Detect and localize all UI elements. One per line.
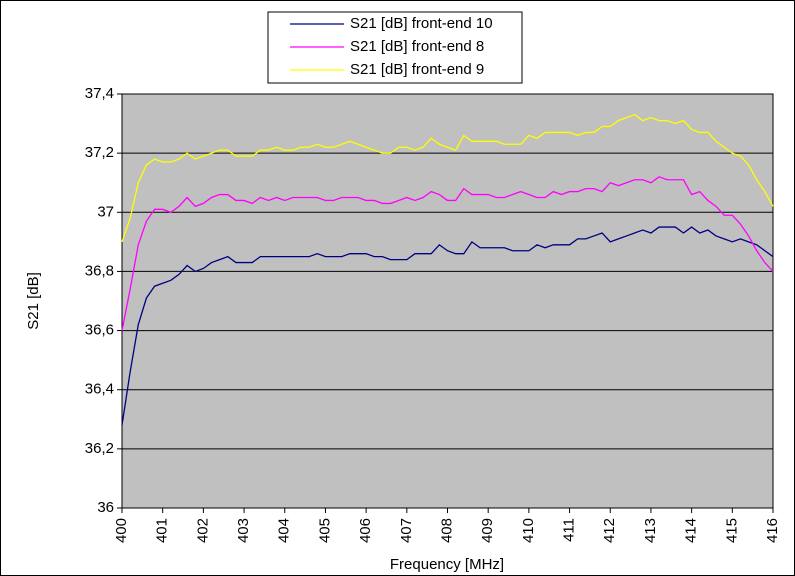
x-tick-label: 403: [235, 518, 252, 543]
y-tick-label: 36: [97, 499, 114, 516]
legend-label: S21 [dB] front-end 8: [350, 38, 484, 55]
x-tick-label: 410: [520, 518, 537, 543]
legend-label: S21 [dB] front-end 9: [350, 61, 484, 78]
series-line: [121, 226, 774, 426]
y-tick-label: 36,6: [85, 322, 114, 339]
x-tick-label: 411: [561, 518, 578, 542]
x-tick-label: 416: [764, 518, 781, 543]
y-axis-label: S21 [dB]: [25, 272, 42, 330]
x-tick-label: 409: [479, 518, 496, 543]
y-tick-label: 36,4: [85, 381, 114, 398]
legend-label: S21 [dB] front-end 10: [350, 15, 493, 32]
x-tick-label: 405: [316, 518, 333, 543]
x-tick-label: 413: [642, 518, 659, 543]
x-tick-label: 407: [398, 518, 415, 543]
plot-border: [121, 93, 774, 509]
x-tick-label: 408: [438, 518, 455, 543]
series-line: [121, 113, 774, 243]
y-tick-label: 36,8: [85, 262, 114, 279]
x-tick-label: 406: [357, 518, 374, 543]
x-tick-label: 400: [113, 518, 130, 543]
x-tick-label: 412: [601, 518, 618, 543]
y-tick-label: 37: [97, 203, 114, 220]
plot-area: [122, 94, 773, 508]
series-line: [121, 176, 774, 331]
x-tick-label: 401: [154, 518, 171, 543]
y-tick-label: 37,4: [85, 85, 114, 102]
x-tick-label: 402: [194, 518, 211, 543]
x-axis-label: Frequency [MHz]: [390, 556, 504, 573]
x-tick-label: 414: [683, 518, 700, 543]
y-tick-label: 37,2: [85, 144, 114, 161]
x-tick-label: 415: [723, 518, 740, 543]
y-tick-label: 36,2: [85, 440, 114, 457]
x-tick-label: 404: [276, 518, 293, 543]
